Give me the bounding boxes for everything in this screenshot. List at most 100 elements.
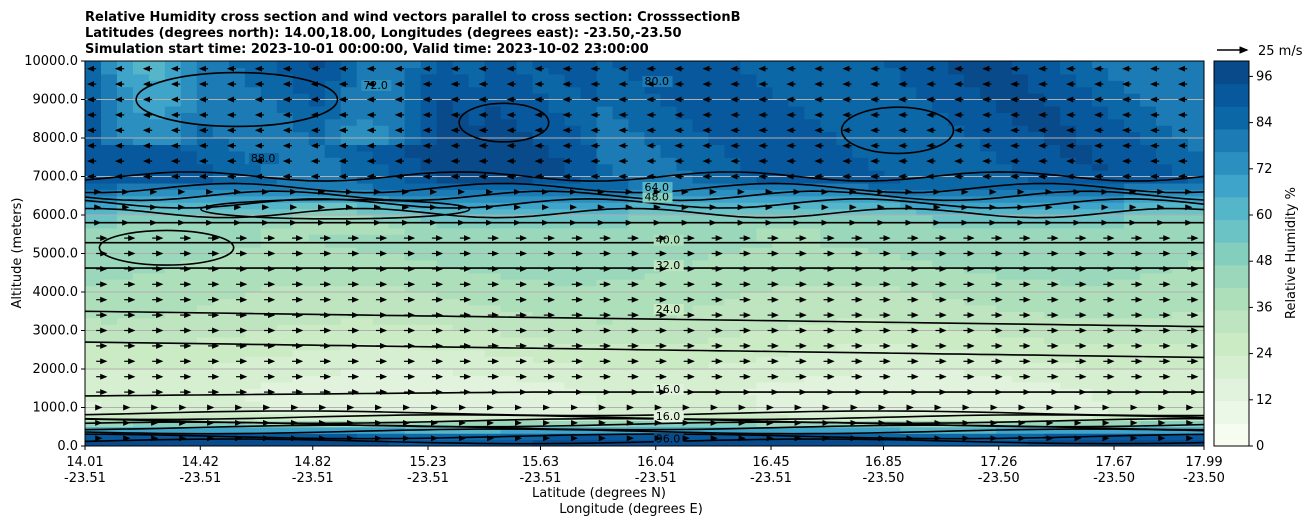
humidity-cell (116, 266, 134, 274)
humidity-cell (116, 61, 134, 69)
humidity-cell (1076, 118, 1093, 126)
humidity-cell (1012, 266, 1029, 274)
humidity-cell (948, 240, 965, 248)
humidity-cell (1076, 381, 1093, 389)
humidity-cell (836, 234, 853, 242)
humidity-cell (548, 253, 566, 261)
humidity-cell (756, 163, 773, 171)
humidity-cell (1172, 150, 1189, 158)
humidity-cell (724, 292, 742, 300)
humidity-cell (932, 426, 949, 434)
humidity-cell (1028, 208, 1045, 216)
humidity-cell (772, 150, 789, 158)
humidity-cell (820, 240, 837, 248)
humidity-cell (756, 407, 773, 415)
humidity-cell (756, 105, 773, 113)
humidity-cell (372, 163, 390, 171)
humidity-cell (356, 125, 374, 133)
humidity-cell (948, 61, 965, 69)
humidity-cell (100, 144, 118, 152)
humidity-cell (612, 381, 630, 389)
humidity-cell (1092, 292, 1109, 300)
humidity-cell (484, 336, 502, 344)
humidity-cell (388, 388, 406, 396)
humidity-cell (244, 343, 262, 351)
humidity-cell (516, 80, 534, 88)
humidity-cell (884, 433, 901, 441)
humidity-cell (1092, 215, 1109, 223)
humidity-cell (900, 247, 917, 255)
humidity-cell (676, 381, 694, 389)
humidity-cell (980, 272, 997, 280)
humidity-cell (244, 182, 262, 190)
contour-label: 32.0 (656, 259, 681, 272)
humidity-cell (788, 112, 805, 120)
humidity-cell (164, 433, 182, 441)
humidity-cell (1012, 131, 1029, 139)
humidity-cell (692, 157, 710, 165)
humidity-cell (516, 426, 534, 434)
humidity-cell (452, 93, 470, 101)
humidity-cell (420, 369, 438, 377)
humidity-cell (932, 253, 949, 261)
humidity-cell (388, 125, 406, 133)
humidity-cell (1060, 215, 1077, 223)
humidity-cell (436, 227, 454, 235)
humidity-cell (404, 182, 422, 190)
humidity-cell (228, 439, 246, 446)
humidity-cell (180, 272, 198, 280)
humidity-cell (948, 86, 965, 94)
humidity-cell (244, 388, 262, 396)
humidity-cell (1140, 381, 1157, 389)
humidity-cell (884, 208, 901, 216)
humidity-cell (948, 401, 965, 409)
humidity-cell (804, 189, 821, 197)
humidity-cell (372, 144, 390, 152)
humidity-cell (596, 420, 614, 428)
humidity-cell (692, 343, 710, 351)
humidity-cell (228, 182, 246, 190)
humidity-cell (644, 381, 662, 389)
humidity-cell (596, 362, 614, 370)
humidity-cell (884, 362, 901, 370)
humidity-cell (788, 407, 805, 415)
humidity-cell (1156, 304, 1173, 312)
humidity-cell (1172, 253, 1189, 261)
humidity-cell (180, 182, 198, 190)
humidity-cell (452, 356, 470, 364)
contour-line (85, 410, 1204, 417)
humidity-cell (260, 330, 278, 338)
humidity-cell (1092, 150, 1109, 158)
humidity-cell (180, 138, 198, 146)
humidity-cell (564, 93, 582, 101)
humidity-cell (164, 272, 182, 280)
chart-title: Relative Humidity cross section and wind… (85, 10, 741, 57)
humidity-cell (292, 105, 310, 113)
humidity-cell (660, 208, 678, 216)
humidity-cell (724, 311, 742, 319)
humidity-cell (628, 349, 646, 357)
humidity-cell (148, 369, 166, 377)
humidity-cell (868, 285, 885, 293)
humidity-cell (1108, 170, 1125, 178)
humidity-cell (388, 105, 406, 113)
humidity-cell (85, 61, 102, 69)
humidity-cell (452, 227, 470, 235)
humidity-cell (564, 375, 582, 383)
humidity-cell (388, 247, 406, 255)
humidity-cell (868, 150, 885, 158)
humidity-cell (244, 311, 262, 319)
humidity-cell (772, 259, 789, 267)
humidity-cell (1012, 369, 1029, 377)
humidity-cell (612, 253, 630, 261)
humidity-cell (436, 324, 454, 332)
humidity-cell (612, 61, 630, 69)
humidity-cell (484, 259, 502, 267)
humidity-cell (1076, 80, 1093, 88)
humidity-cell (132, 112, 150, 120)
humidity-cell (516, 272, 534, 280)
humidity-cell (180, 150, 198, 158)
humidity-cell (116, 259, 134, 267)
humidity-cell (212, 138, 230, 146)
